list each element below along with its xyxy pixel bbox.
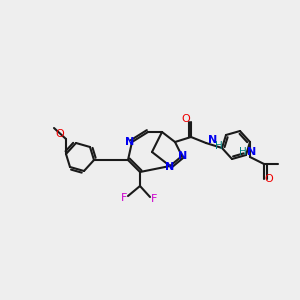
Text: O: O [56,129,64,139]
Text: F: F [121,193,127,203]
Text: N: N [165,162,175,172]
Text: H: H [239,147,247,157]
Text: H: H [215,141,223,151]
Text: N: N [178,151,188,161]
Text: N: N [208,135,217,145]
Text: O: O [182,114,190,124]
Text: N: N [125,137,135,147]
Text: N: N [248,147,256,157]
Text: F: F [151,194,157,204]
Text: O: O [265,174,273,184]
